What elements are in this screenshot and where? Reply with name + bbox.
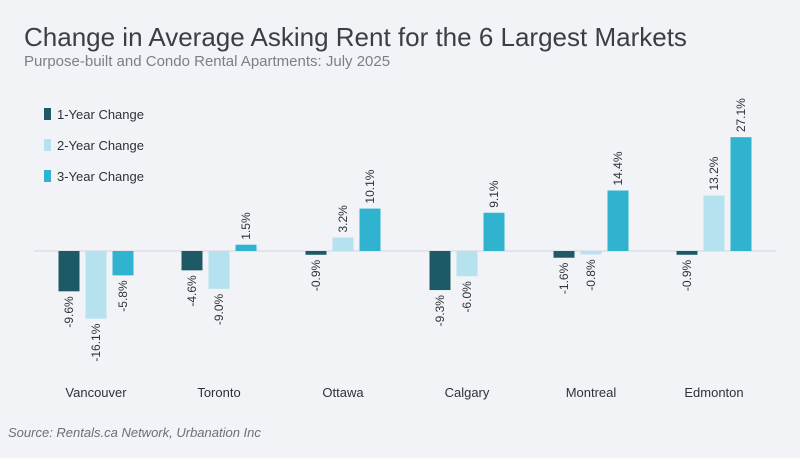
value-label-edmonton-series-3: 27.1% <box>734 98 748 132</box>
value-label-toronto-series-1: -4.6% <box>185 275 199 307</box>
legend-label-1-year: 1-Year Change <box>57 106 144 122</box>
bar-edmonton-series-1 <box>676 251 698 255</box>
bar-edmonton-series-2 <box>703 195 725 251</box>
bar-calgary-series-2 <box>456 251 478 277</box>
category-label-calgary: Calgary <box>445 385 490 400</box>
value-label-edmonton-series-1: -0.9% <box>680 259 694 291</box>
value-label-ottawa-series-3: 10.1% <box>363 169 377 203</box>
bar-calgary-series-1 <box>429 251 451 291</box>
legend-item-2-year: 2-Year Change <box>44 135 144 155</box>
bar-ottawa-series-2 <box>332 237 354 251</box>
legend-item-3-year: 3-Year Change <box>44 166 144 186</box>
value-label-ottawa-series-2: 3.2% <box>336 205 350 233</box>
legend-item-1-year: 1-Year Change <box>44 104 144 124</box>
chart-title: Change in Average Asking Rent for the 6 … <box>24 22 687 52</box>
bar-vancouver-series-3 <box>112 251 134 276</box>
legend-label-3-year: 3-Year Change <box>57 168 144 184</box>
source-note: Source: Rentals.ca Network, Urbanation I… <box>8 425 261 440</box>
chart-subtitle: Purpose-built and Condo Rental Apartment… <box>24 53 391 70</box>
value-label-toronto-series-3: 1.5% <box>239 212 253 240</box>
value-label-montreal-series-3: 14.4% <box>611 151 625 185</box>
value-label-vancouver-series-3: -5.8% <box>116 280 130 312</box>
value-label-vancouver-series-2: -16.1% <box>89 323 103 361</box>
value-label-edmonton-series-2: 13.2% <box>707 156 721 190</box>
category-label-toronto: Toronto <box>197 385 240 400</box>
legend-label-2-year: 2-Year Change <box>57 137 144 153</box>
value-label-calgary-series-2: -6.0% <box>460 281 474 313</box>
value-label-ottawa-series-1: -0.9% <box>309 259 323 291</box>
category-label-ottawa: Ottawa <box>322 385 364 400</box>
bar-toronto-series-2 <box>208 251 230 289</box>
bar-ottawa-series-3 <box>359 208 381 251</box>
bar-montreal-series-3 <box>607 190 629 251</box>
category-label-montreal: Montreal <box>566 385 617 400</box>
bar-montreal-series-2 <box>580 251 602 255</box>
bar-vancouver-series-2 <box>85 251 107 319</box>
value-label-calgary-series-3: 9.1% <box>487 180 501 208</box>
value-label-calgary-series-1: -9.3% <box>433 295 447 327</box>
bar-edmonton-series-3 <box>730 137 752 251</box>
value-label-toronto-series-2: -9.0% <box>212 293 226 325</box>
bar-vancouver-series-1 <box>58 251 80 292</box>
bar-ottawa-series-1 <box>305 251 327 255</box>
legend-swatch-3-year <box>44 170 51 182</box>
category-label-edmonton: Edmonton <box>684 385 743 400</box>
legend: 1-Year Change 2-Year Change 3-Year Chang… <box>44 104 144 197</box>
bar-montreal-series-1 <box>553 251 575 258</box>
bar-toronto-series-1 <box>181 251 203 271</box>
value-label-vancouver-series-1: -9.6% <box>62 296 76 328</box>
category-label-vancouver: Vancouver <box>65 385 127 400</box>
value-label-montreal-series-2: -0.8% <box>584 259 598 291</box>
legend-swatch-2-year <box>44 139 51 151</box>
bar-toronto-series-3 <box>235 244 257 251</box>
bar-calgary-series-3 <box>483 212 505 251</box>
legend-swatch-1-year <box>44 108 51 120</box>
value-label-montreal-series-1: -1.6% <box>557 262 571 294</box>
